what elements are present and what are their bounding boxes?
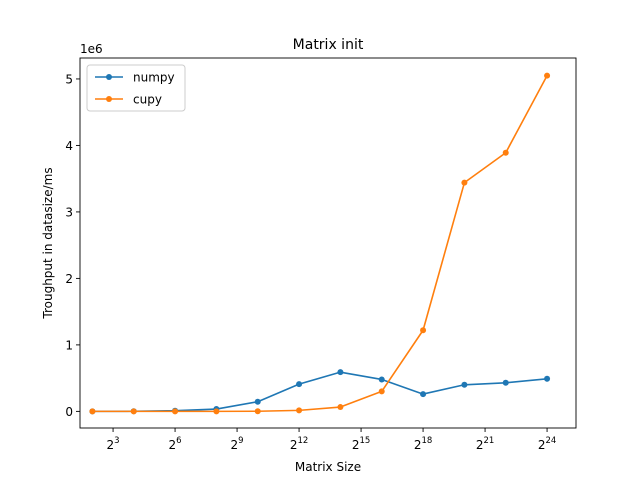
data-point-numpy [461,381,468,388]
chart-title: Matrix init [293,37,364,53]
data-point-cupy [420,327,427,334]
data-point-numpy [337,369,344,376]
legend-marker-numpy [106,74,112,80]
y-tick-label: 0 [65,405,73,419]
x-tick-label: 215 [352,436,370,452]
data-point-cupy [296,407,303,414]
data-point-numpy [544,375,551,382]
legend-marker-cupy [106,96,112,102]
y-axis-scale-label: 1e6 [80,42,103,56]
x-tick-label-exponent: 21 [483,436,494,446]
x-tick-label: 29 [231,436,244,452]
x-tick-label-exponent: 9 [238,436,243,446]
data-point-cupy [213,408,220,415]
y-tick-label: 3 [65,205,73,219]
data-point-cupy [130,408,137,415]
x-axis-label: Matrix Size [295,460,361,474]
x-tick-label: 224 [538,436,556,452]
x-tick-label-exponent: 6 [176,436,181,446]
data-point-cupy [89,408,96,415]
data-point-cupy [378,388,385,395]
data-point-numpy [502,379,509,386]
x-tick-label: 23 [107,436,120,452]
y-tick-label: 4 [65,139,73,153]
data-point-numpy [420,391,427,398]
y-tick-label: 1 [65,338,73,352]
data-point-cupy [254,408,261,415]
x-tick-label-exponent: 3 [114,436,119,446]
data-point-cupy [172,408,179,415]
y-tick-label: 5 [65,72,73,86]
data-point-numpy [254,398,261,405]
x-tick-label-base: 2 [107,438,115,452]
data-point-numpy [296,381,303,388]
x-tick-label-base: 2 [169,438,177,452]
legend-label-cupy: cupy [133,93,162,107]
x-tick-label-base: 2 [231,438,239,452]
y-tick-label: 2 [65,272,73,286]
legend-label-numpy: numpy [133,71,175,85]
x-tick-label-base: 2 [538,438,546,452]
x-tick-label-exponent: 24 [545,436,556,446]
x-tick-label-base: 2 [414,438,422,452]
x-tick-label: 221 [476,436,494,452]
data-point-cupy [337,404,344,411]
x-tick-label: 26 [169,436,182,452]
x-tick-label-base: 2 [352,438,360,452]
x-tick-label-base: 2 [290,438,298,452]
data-point-cupy [502,149,509,156]
data-point-cupy [461,179,468,186]
axes-frame [79,57,577,429]
data-point-cupy [544,72,551,79]
x-tick-label-exponent: 15 [359,436,370,446]
x-tick-label-base: 2 [476,438,484,452]
y-axis-label: Troughput in datasize/ms [41,167,55,319]
data-point-numpy [378,376,385,383]
x-tick-label: 218 [414,436,432,452]
x-tick-label-exponent: 18 [421,436,432,446]
x-tick-label: 212 [290,436,308,452]
series-line-cupy [92,75,548,413]
x-tick-label-exponent: 12 [297,436,308,446]
legend: numpy cupy [86,64,186,112]
